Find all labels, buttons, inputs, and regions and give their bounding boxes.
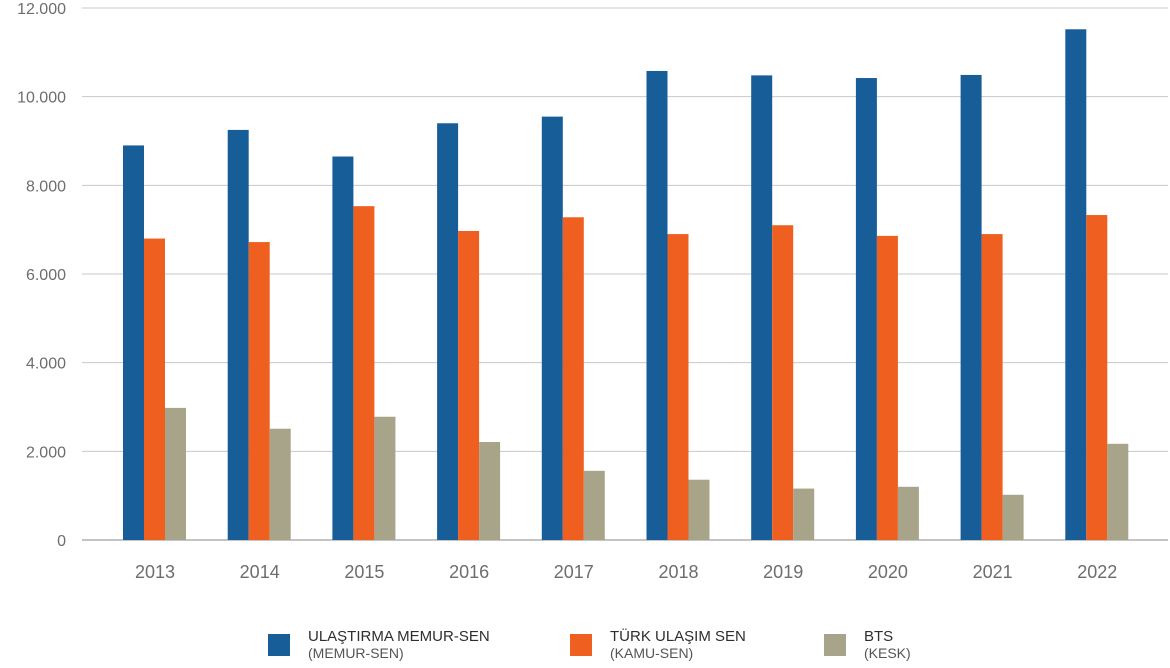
legend-label: TÜRK ULAŞIM SEN [610,628,746,645]
x-tick-label: 2014 [240,562,280,582]
y-tick-label: 10.000 [17,90,66,107]
y-tick-label: 4.000 [26,356,66,373]
x-tick-label: 2017 [554,562,594,582]
bar-ula-tirma-memur-sen-2019 [751,75,773,541]
bar-bts-2022 [1107,443,1129,540]
legend: ULAŞTIRMA MEMUR-SEN (MEMUR-SEN) TÜRK ULA… [0,628,1170,668]
y-tick-label: 12.000 [17,1,66,18]
bar-bts-2020 [897,486,919,540]
bar-ula-tirma-memur-sen-2021 [960,74,982,541]
bar-bts-2018 [688,479,710,540]
bar-t-rk-ula-im-sen-2018 [667,234,689,540]
bar-ula-tirma-memur-sen-2022 [1065,29,1087,541]
legend-sublabel: (MEMUR-SEN) [308,645,404,661]
x-tick-label: 2019 [763,562,803,582]
legend-sublabel: (KESK) [864,645,911,661]
legend-sublabel: (KAMU-SEN) [610,645,694,661]
y-tick-label: 0 [57,533,66,550]
bar-bts-2016 [479,442,501,540]
legend-label: BTS [864,628,894,645]
legend-swatch [570,634,592,656]
legend-swatch [268,634,290,656]
x-tick-label: 2022 [1077,562,1117,582]
bar-bts-2021 [1002,494,1024,540]
y-tick-label: 6.000 [26,267,66,284]
y-tick-label: 2.000 [26,444,66,461]
bars [123,29,1129,541]
bar-t-rk-ula-im-sen-2014 [248,242,270,540]
bar-ula-tirma-memur-sen-2016 [437,123,459,541]
bar-t-rk-ula-im-sen-2020 [876,235,898,540]
bar-ula-tirma-memur-sen-2017 [541,116,563,540]
x-axis-ticks: 2013 2014 2015 2016 2017 2018 2019 2020 2021 2022 [135,562,1117,582]
x-tick-label: 2020 [868,562,908,582]
bar-ula-tirma-memur-sen-2013 [123,145,144,540]
bar-t-rk-ula-im-sen-2013 [144,238,165,541]
x-tick-label: 2015 [344,562,384,582]
x-tick-label: 2016 [449,562,489,582]
bar-t-rk-ula-im-sen-2016 [458,230,480,540]
bar-ula-tirma-memur-sen-2014 [227,129,249,540]
bar-bts-2019 [793,488,815,540]
bar-bts-2014 [269,428,291,540]
y-axis-ticks: 0 2.000 4.000 6.000 8.000 10.000 12.000 [17,1,66,550]
legend-label: ULAŞTIRMA MEMUR-SEN [308,628,490,645]
bar-t-rk-ula-im-sen-2021 [981,234,1003,540]
x-tick-label: 2021 [973,562,1013,582]
x-tick-label: 2013 [135,562,175,582]
bar-t-rk-ula-im-sen-2017 [562,217,584,540]
bar-ula-tirma-memur-sen-2018 [646,70,668,540]
bar-bts-2017 [583,470,605,540]
bar-t-rk-ula-im-sen-2022 [1086,215,1108,540]
bar-bts-2013 [165,407,186,540]
bar-t-rk-ula-im-sen-2015 [353,206,375,541]
legend-swatch [824,634,846,656]
bar-ula-tirma-memur-sen-2015 [332,156,354,540]
bar-bts-2015 [374,416,396,540]
bar-t-rk-ula-im-sen-2019 [772,225,794,540]
y-tick-label: 8.000 [26,178,66,195]
x-tick-label: 2018 [658,562,698,582]
bar-ula-tirma-memur-sen-2020 [855,78,877,541]
